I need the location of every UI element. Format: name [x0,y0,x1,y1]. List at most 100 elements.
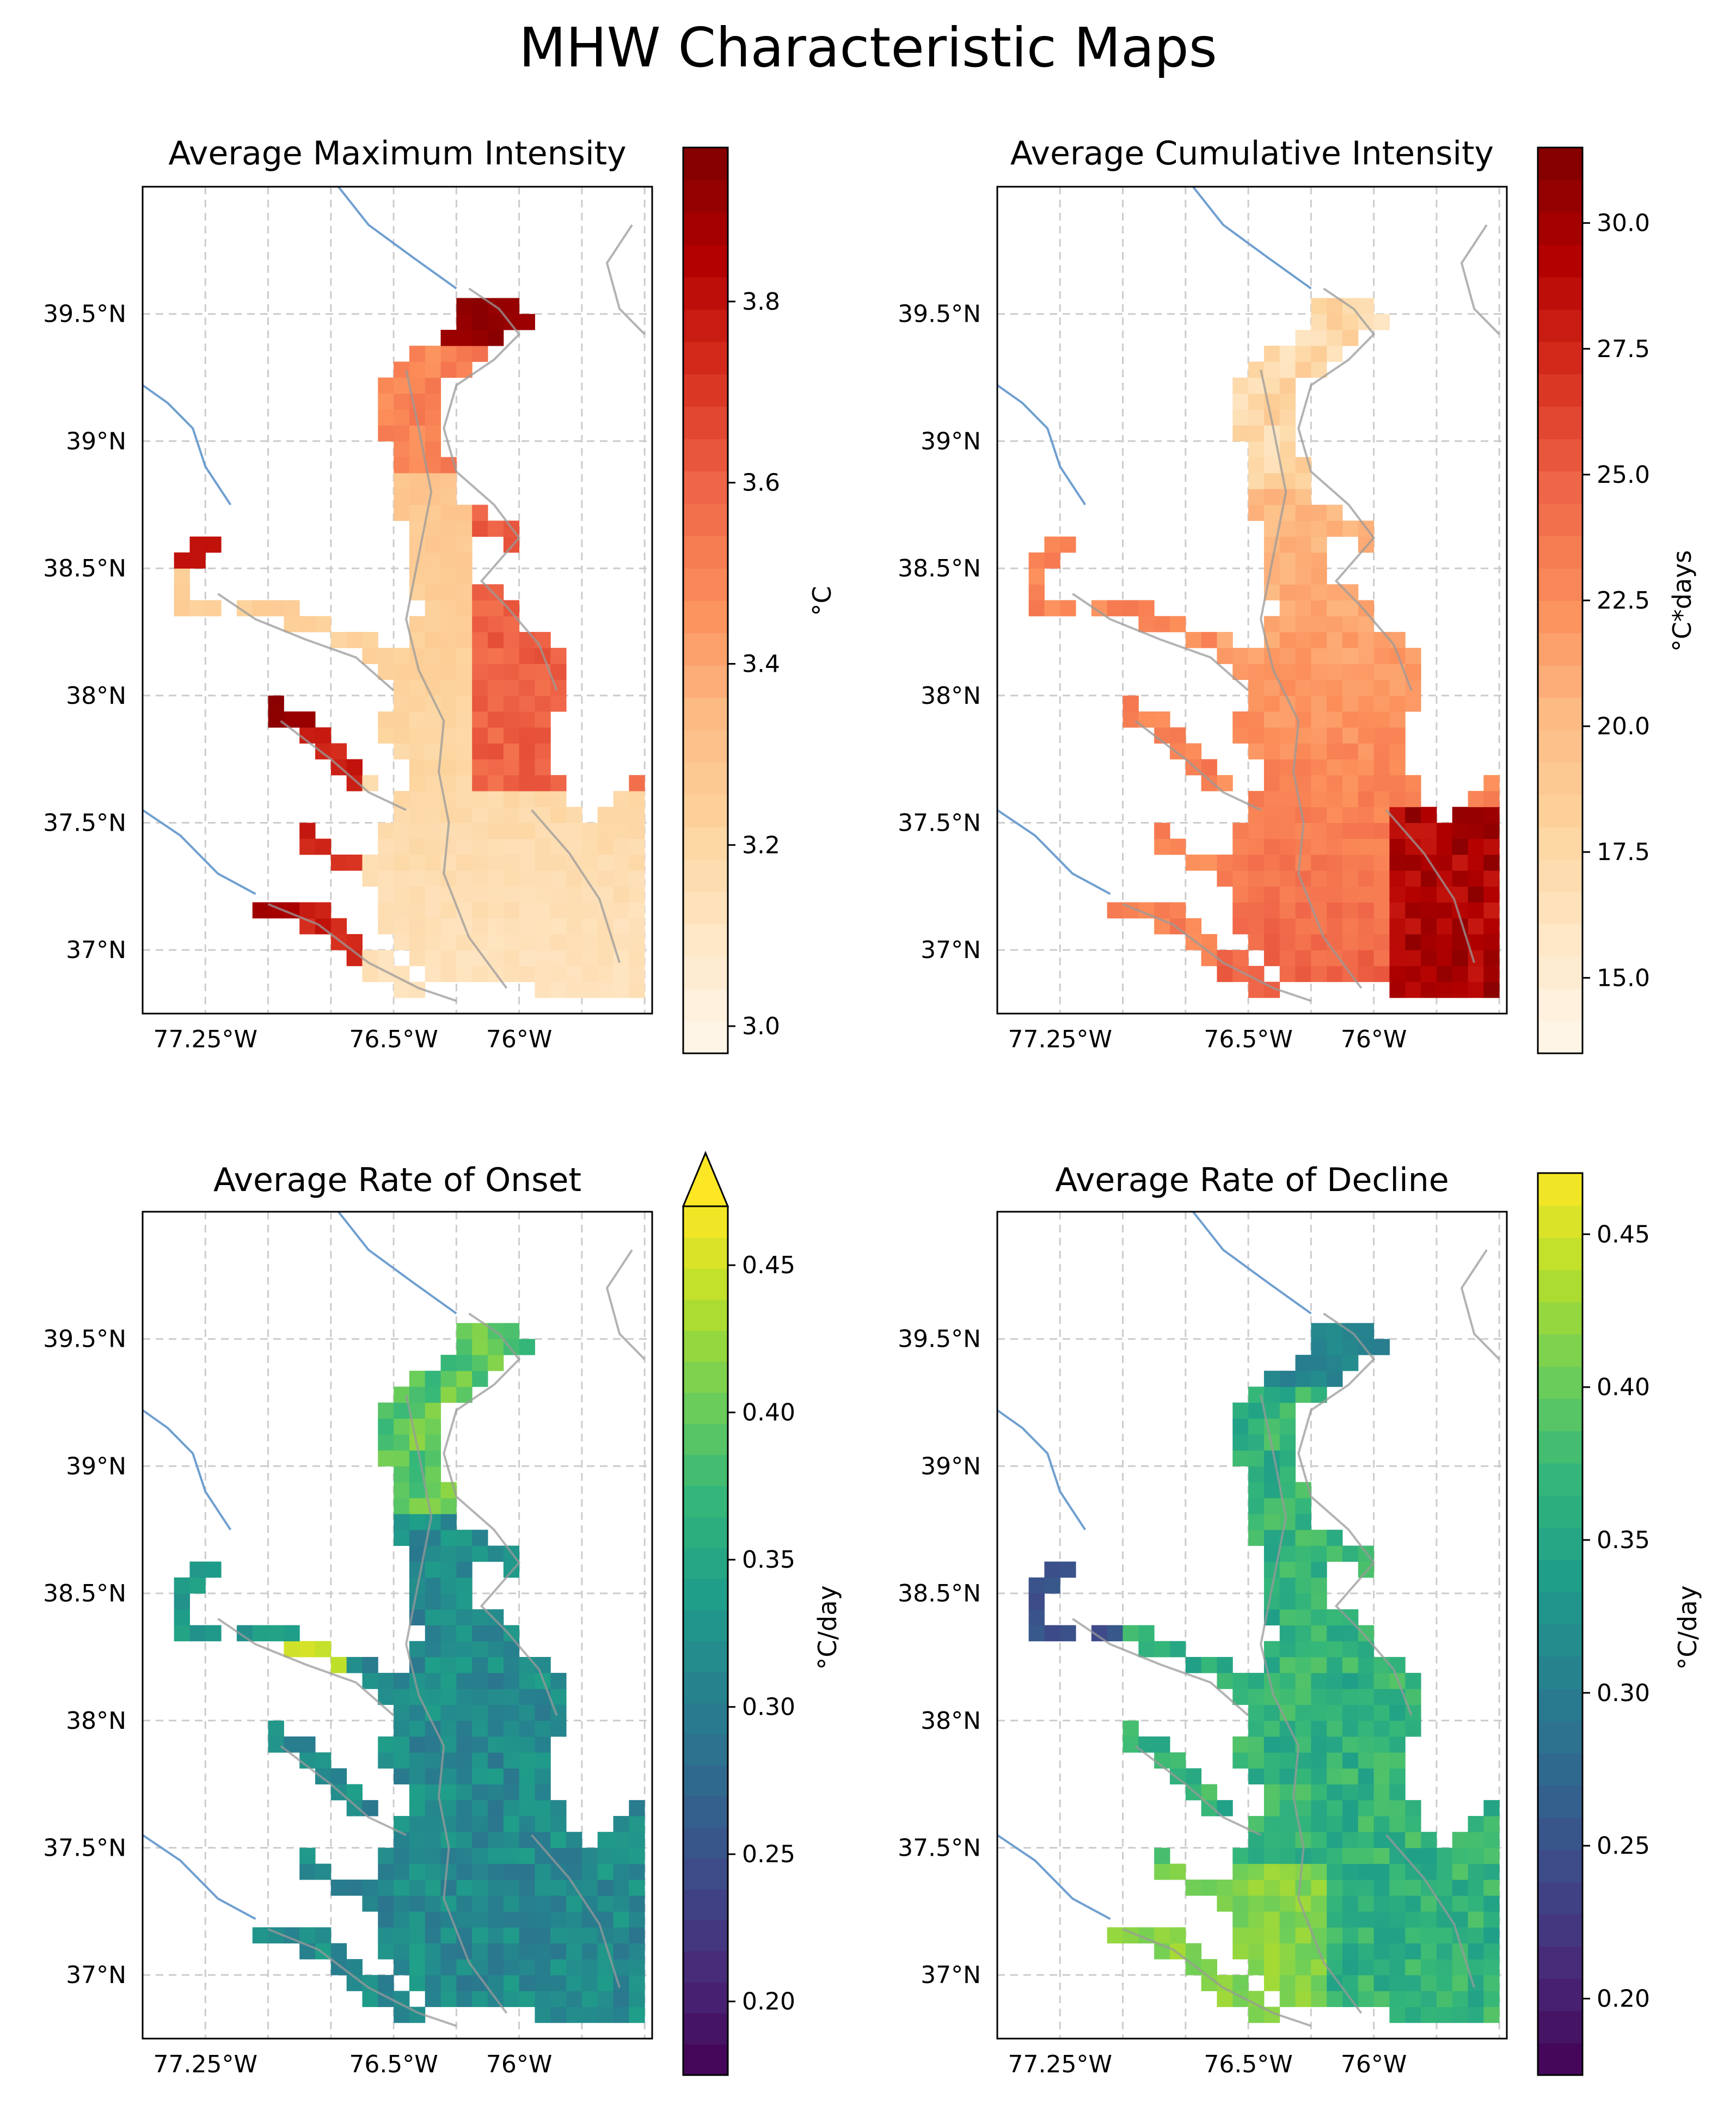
data-cell [1468,1895,1484,1912]
data-cell [1342,950,1359,966]
data-cell [472,600,488,617]
data-cell [1373,1879,1390,1896]
data-cell [535,679,551,696]
data-cell [440,1689,457,1705]
data-cell [378,664,394,680]
data-cell [1327,966,1343,983]
data-cell [1263,425,1280,441]
data-cell [394,1752,410,1769]
data-cell [394,1418,410,1435]
data-cell [503,743,520,760]
data-cell [487,1641,504,1658]
data-cell [1327,1625,1343,1642]
coastline [405,370,508,989]
data-cell [1373,1768,1390,1785]
data-cell [189,1561,206,1578]
data-cell [1342,314,1359,330]
data-cell [581,902,598,919]
data-cell [1248,695,1265,712]
data-cell [1263,775,1280,791]
data-cell [1232,727,1249,744]
data-cell [378,1927,394,1944]
data-cell [535,711,551,728]
data-cell [519,1975,535,1991]
data-cell [1358,743,1375,760]
data-cell [1468,1959,1484,1975]
data-cell [1248,489,1265,505]
coastline [1134,720,1261,811]
data-cell [425,441,441,458]
data-cell [503,950,520,966]
data-cell [566,902,582,919]
data-cell [1327,679,1343,696]
data-cell [1342,329,1359,346]
lat-tick-label: 39°N [921,427,981,455]
data-cell [1232,1911,1249,1928]
lon-tick-label: 76°W [1341,2051,1407,2078]
data-cell [550,1911,567,1928]
data-cell [394,1879,410,1896]
data-cell [1483,775,1500,791]
data-cell [1373,695,1390,712]
data-cell [1373,1927,1390,1944]
data-cell [394,1530,410,1546]
data-cell [1327,1689,1343,1705]
data-cell [550,807,567,823]
data-cell [472,616,488,633]
data-cell [1358,695,1375,712]
data-cell [409,679,426,696]
data-cell [503,1848,520,1864]
data-cell [487,1736,504,1753]
data-cell [378,1879,394,1896]
colorbar-segment [1538,180,1582,213]
data-cell [519,1816,535,1832]
data-cell [1436,950,1453,966]
data-cell [487,1943,504,1960]
data-cell [1311,1991,1327,2008]
data-cell [1248,902,1265,919]
data-cell [1483,1927,1500,1944]
data-cell [535,950,551,966]
data-cell [409,711,426,728]
data-cell [1436,838,1453,855]
data-cell [378,1418,394,1435]
data-cell [1263,1641,1280,1658]
data-cell [425,1641,441,1658]
data-cell [1373,823,1390,839]
data-cell [1248,457,1265,474]
data-cell [1295,329,1311,346]
data-cell [519,1689,535,1705]
lon-tick-label: 76.5°W [1204,2051,1292,2078]
coastline [1072,1618,1249,1716]
data-cell [566,2006,582,2023]
data-cell [487,1656,504,1673]
data-cell [1295,966,1311,983]
data-cell [1295,1625,1311,1642]
data-cell [1483,902,1500,919]
data-cell [174,1609,190,1625]
data-cell [456,1959,473,1975]
data-cell [1217,870,1233,887]
data-cell [1436,1991,1453,2008]
data-cell [503,775,520,791]
data-cell [394,1498,410,1514]
data-cell [503,1863,520,1880]
data-cell [1248,870,1265,887]
data-cell [566,870,582,887]
data-cell [503,1673,520,1689]
data-cell [409,377,426,394]
data-cell [456,600,473,617]
data-cell [409,1911,426,1928]
data-cell [315,727,332,744]
data-cell [1327,648,1343,664]
data-cell [1263,457,1280,474]
data-cell [1327,1959,1343,1975]
data-cell [581,823,598,839]
coastline [1122,1928,1312,2027]
data-cell [378,1863,394,1880]
data-cell [1483,1800,1500,1816]
data-cell [425,838,441,855]
data-cell [1295,1656,1311,1673]
data-cell [252,902,269,919]
